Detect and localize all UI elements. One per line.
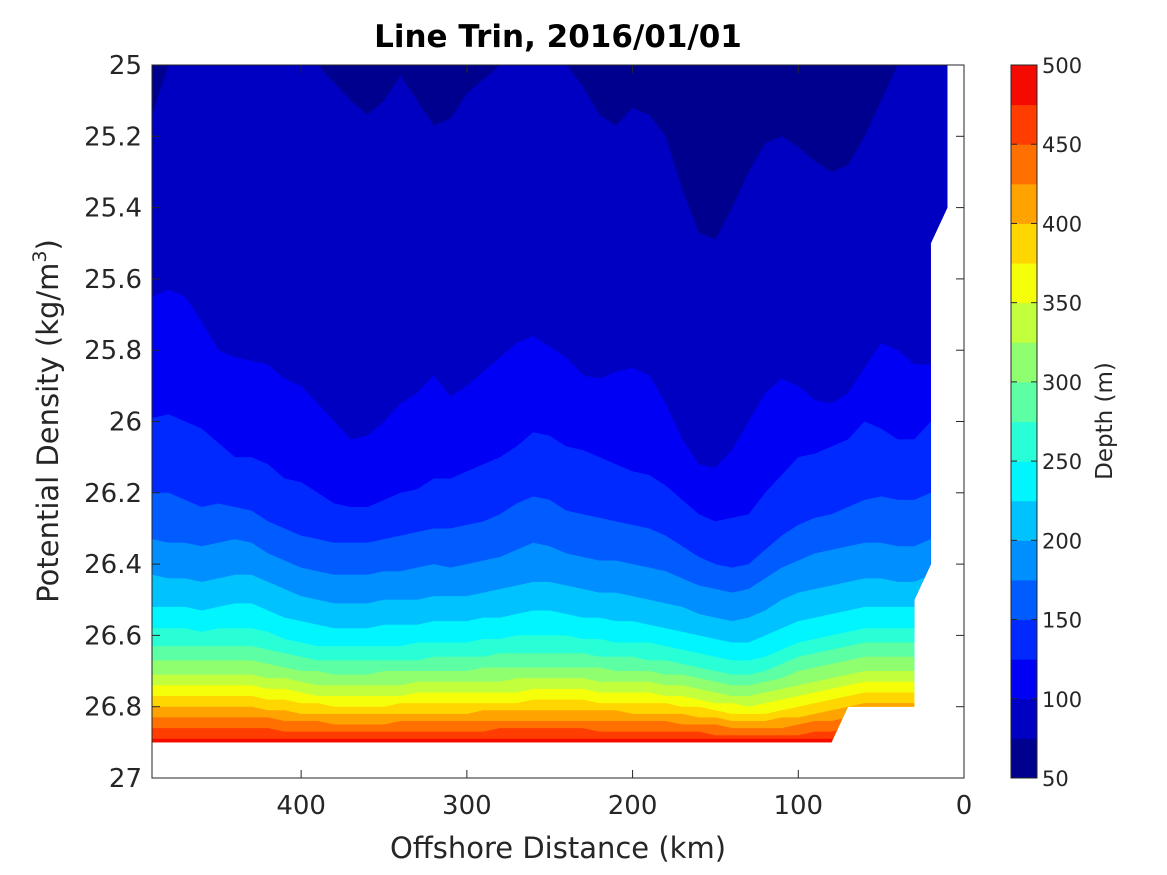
colorbar-segment bbox=[1011, 381, 1037, 422]
colorbar-segment bbox=[1011, 263, 1037, 304]
colorbar-tick-label: 500 bbox=[1042, 54, 1082, 78]
colorbar: 50 100 150 200 250 300 350 400 450 500 bbox=[1010, 54, 1082, 791]
y-axis: 25 25.2 25.4 25.6 25.8 26 26.2 26.4 26.6 26.8 27 bbox=[84, 51, 964, 794]
colorbar-tick-label: 250 bbox=[1042, 450, 1082, 474]
x-tick-label: 400 bbox=[276, 791, 326, 821]
colorbar-segment bbox=[1011, 659, 1037, 700]
colorbar-segment bbox=[1011, 421, 1037, 462]
y-tick-label: 26 bbox=[109, 408, 142, 438]
x-tick-label: 0 bbox=[956, 791, 973, 821]
colorbar-segment bbox=[1011, 104, 1037, 145]
colorbar-segment bbox=[1011, 461, 1037, 502]
y-tick-label: 25.6 bbox=[84, 265, 142, 295]
x-axis: 400 300 200 100 0 bbox=[276, 65, 972, 821]
colorbar-segment bbox=[1011, 500, 1037, 541]
x-tick-label: 300 bbox=[442, 791, 492, 821]
colorbar-segment bbox=[1011, 183, 1037, 224]
colorbar-tick-label: 150 bbox=[1042, 609, 1082, 633]
colorbar-tick-label: 100 bbox=[1042, 688, 1082, 712]
contour-band-475 bbox=[152, 720, 948, 743]
colorbar-segment bbox=[1011, 579, 1037, 621]
y-tick-label: 27 bbox=[109, 764, 142, 794]
colorbar-segment bbox=[1011, 302, 1037, 343]
colorbar-tick-label: 350 bbox=[1042, 292, 1082, 316]
colorbar-segment bbox=[1011, 540, 1037, 581]
y-tick-label: 26.8 bbox=[84, 693, 142, 723]
chart-title: Line Trin, 2016/01/01 bbox=[374, 19, 742, 55]
colorbar-segment bbox=[1011, 738, 1037, 779]
y-tick-label: 26.2 bbox=[84, 479, 142, 509]
colorbar-segment bbox=[1011, 144, 1037, 185]
colorbar-segment bbox=[1011, 223, 1037, 264]
colorbar-segment bbox=[1011, 698, 1037, 739]
y-tick-label: 26.6 bbox=[84, 621, 142, 651]
contour-band-50 bbox=[152, 65, 948, 240]
colorbar-frame bbox=[1010, 64, 1038, 779]
contour-fill-layer bbox=[152, 65, 948, 743]
y-tick-label: 26.4 bbox=[84, 550, 142, 580]
colorbar-label: Depth (m) bbox=[1092, 362, 1118, 480]
colorbar-segment bbox=[1011, 342, 1037, 383]
colorbar-tick-label: 400 bbox=[1042, 212, 1082, 236]
y-axis-label: Potential Density (kg/m3) bbox=[29, 239, 65, 603]
y-tick-label: 25.4 bbox=[84, 194, 142, 224]
y-tick-label: 25.2 bbox=[84, 122, 142, 152]
x-axis-label: Offshore Distance (km) bbox=[390, 831, 726, 865]
colorbar-tick-label: 300 bbox=[1042, 371, 1082, 395]
y-tick-label: 25 bbox=[109, 51, 142, 81]
colorbar-segment bbox=[1011, 65, 1037, 106]
x-tick-label: 100 bbox=[773, 791, 823, 821]
colorbar-segment bbox=[1011, 619, 1037, 660]
colorbar-tick-label: 450 bbox=[1042, 133, 1082, 157]
x-tick-label: 200 bbox=[608, 791, 658, 821]
colorbar-tick-label: 50 bbox=[1042, 767, 1069, 791]
colorbar-tick-label: 200 bbox=[1042, 529, 1082, 553]
y-tick-label: 25.8 bbox=[84, 336, 142, 366]
contour-band-450 bbox=[152, 710, 948, 743]
